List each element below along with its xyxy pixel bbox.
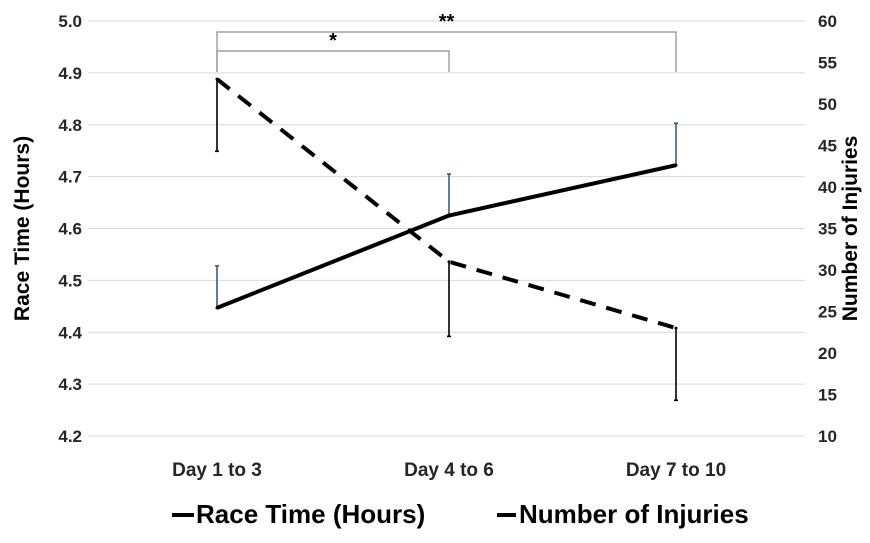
y-right-tick-label: 25	[818, 303, 837, 322]
legend-label: Race Time (Hours)	[196, 499, 425, 529]
y-left-axis-title: Race Time (Hours)	[11, 136, 34, 321]
data-point	[447, 214, 451, 218]
y-right-tick-label: 20	[818, 344, 837, 363]
y-right-tick-label: 30	[818, 261, 837, 280]
y-left-tick-label: 4.4	[58, 323, 82, 342]
significance-label: *	[329, 30, 337, 52]
series-line	[216, 163, 677, 310]
y-left-tick-label: 4.8	[58, 116, 82, 135]
y-right-tick-label: 40	[818, 178, 837, 197]
data-point	[215, 77, 219, 81]
y-left-tick-label: 4.7	[58, 168, 82, 187]
data-point	[215, 306, 219, 310]
y-left-tick-label: 4.3	[58, 375, 82, 394]
x-category-label: Day 1 to 3	[172, 460, 262, 481]
y-right-tick-label: 55	[818, 54, 837, 73]
data-point	[674, 326, 678, 330]
y-right-tick-label: 15	[818, 386, 837, 405]
y-left-tick-label: 4.5	[58, 271, 82, 290]
y-right-tick-label: 50	[818, 95, 837, 114]
significance-bracket	[216, 31, 677, 72]
y-right-tick-label: 10	[818, 427, 837, 446]
x-category-label: Day 4 to 6	[404, 460, 494, 481]
y-right-tick-label: 45	[818, 137, 837, 156]
y-left-tick-label: 5.0	[58, 12, 82, 31]
significance-label: **	[439, 11, 455, 33]
y-right-tick-label: 60	[818, 12, 837, 31]
x-category-label: Day 7 to 10	[626, 460, 726, 481]
y-left-tick-label: 4.9	[58, 64, 82, 83]
y-right-axis-title: Number of Injuries	[839, 136, 862, 322]
data-point	[674, 163, 678, 167]
series-line	[215, 77, 677, 331]
y-left-tick-label: 4.2	[58, 427, 82, 446]
y-left-tick-label: 4.6	[58, 220, 82, 239]
significance-bracket	[216, 50, 450, 72]
data-point	[447, 260, 451, 264]
legend-label: Number of Injuries	[519, 499, 749, 529]
y-right-tick-label: 35	[818, 220, 837, 239]
